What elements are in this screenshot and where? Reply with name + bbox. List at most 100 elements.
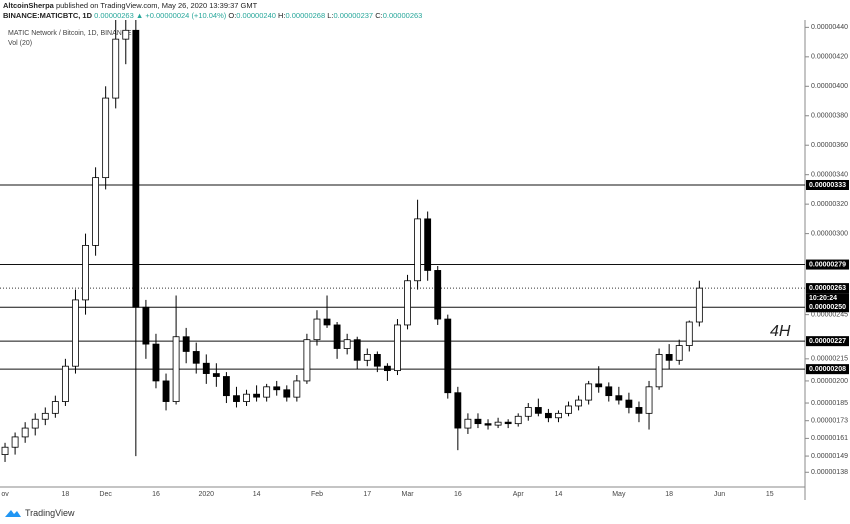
x-tick-label: ov <box>1 491 9 498</box>
level-label: 0.00000279 <box>809 261 846 268</box>
change: ▲ +0.00000024 (+10.04%) <box>135 11 227 20</box>
candle-body <box>625 399 633 408</box>
x-tick-label: Jun <box>714 491 725 498</box>
last-price-label: 0.00000263 <box>809 285 846 292</box>
candle-body <box>202 362 210 374</box>
y-tick-label: 0.00000215 <box>811 356 848 363</box>
candle-body <box>102 97 110 179</box>
candle-body <box>414 218 422 282</box>
y-tick-label: 0.00000138 <box>811 469 848 476</box>
ohlc-key: O: <box>228 11 237 20</box>
x-tick-label: Apr <box>513 491 525 498</box>
candle-body <box>1 446 9 455</box>
candle-body <box>122 29 130 40</box>
y-tick-label: 0.00000161 <box>811 435 848 442</box>
candle-body <box>243 393 250 402</box>
candle-body <box>424 218 432 271</box>
candle-body <box>484 423 492 426</box>
y-tick-label: 0.00000340 <box>811 172 848 179</box>
y-tick-label: 0.00000440 <box>811 24 848 31</box>
candle-body <box>152 343 160 382</box>
y-tick-label: 0.00000300 <box>811 230 848 237</box>
volume-label: Vol (20) <box>8 40 32 47</box>
candle-body <box>363 354 371 361</box>
candle-body <box>222 376 230 397</box>
candle-body <box>595 383 603 388</box>
ohlc-value: 0.00000263 <box>382 11 423 20</box>
candle-body <box>51 401 59 414</box>
candle-body <box>333 324 341 349</box>
candle-body <box>72 299 79 367</box>
x-tick-label: 15 <box>766 491 774 498</box>
candle-body <box>635 407 643 414</box>
candle-body <box>575 399 583 407</box>
candle-body <box>615 395 623 401</box>
candle-body <box>82 244 89 301</box>
candle-body <box>474 418 482 425</box>
candle-body <box>655 354 663 388</box>
candle-body <box>434 270 442 320</box>
footer: TradingView <box>4 508 75 518</box>
y-tick-label: 0.00000173 <box>811 418 848 425</box>
level-label: 0.00000227 <box>809 338 846 345</box>
price: 0.00000263 <box>94 11 134 20</box>
candle-body <box>263 386 271 398</box>
candle-body <box>353 339 361 361</box>
candle-body <box>373 354 381 367</box>
candle-body <box>444 318 452 394</box>
candle-body <box>685 321 693 346</box>
candle-body <box>645 386 653 414</box>
candle-body <box>464 418 472 429</box>
candle-body <box>92 177 100 246</box>
candle-body <box>11 436 19 448</box>
candle-body <box>212 373 220 377</box>
candle-body <box>524 407 532 417</box>
y-tick-label: 0.00000320 <box>811 201 848 208</box>
candle-body <box>534 407 542 414</box>
candle-body <box>313 318 321 341</box>
header: AltcoinSherpa published on TradingView.c… <box>3 1 422 21</box>
x-tick-label: 17 <box>363 491 371 498</box>
candle-body <box>253 393 261 398</box>
x-tick-label: 16 <box>454 491 462 498</box>
y-tick-label: 0.00000245 <box>811 311 848 318</box>
chart: MATIC Network / Bitcoin, 1D, BINANCE Vol… <box>0 20 849 500</box>
footer-text: TradingView <box>25 508 75 518</box>
candle-body <box>112 38 120 99</box>
level-label-box <box>806 259 849 270</box>
symbol: BINANCE:MATICBTC, 1D <box>3 11 93 20</box>
x-tick-label: 16 <box>152 491 160 498</box>
ohlc-key: C: <box>375 11 383 20</box>
candle-body <box>303 339 311 382</box>
candle-body <box>192 351 200 364</box>
level-label-box <box>806 336 849 347</box>
candle-body <box>31 418 39 429</box>
y-tick-label: 0.00000380 <box>811 113 848 120</box>
level-label: 0.00000208 <box>809 366 846 373</box>
candle-body <box>544 412 552 419</box>
candle-body <box>394 324 401 372</box>
candle-body <box>383 365 391 372</box>
ohlc-value: 0.00000237 <box>333 11 374 20</box>
candle-body <box>665 354 673 361</box>
candle-body <box>323 318 331 326</box>
x-tick-label: 18 <box>665 491 673 498</box>
plot <box>0 20 805 462</box>
y-tick-label: 0.00000149 <box>811 453 848 460</box>
candle-body <box>404 280 411 326</box>
last-price-label-box <box>806 283 849 294</box>
level-label-box <box>806 364 849 375</box>
level-label-box <box>806 179 849 190</box>
x-tick-label: Mar <box>402 491 415 498</box>
candle-body <box>514 415 522 425</box>
candle-body <box>504 421 512 425</box>
candle-body <box>162 380 170 402</box>
candle-body <box>695 287 703 323</box>
y-tick-label: 0.00000420 <box>811 54 848 61</box>
x-tick-label: Feb <box>311 491 323 498</box>
candle-body <box>283 389 291 398</box>
candle-body <box>182 336 190 352</box>
level-label: 0.00000333 <box>809 182 846 189</box>
x-tick-label: 2020 <box>198 491 214 498</box>
level-label-box <box>806 302 849 313</box>
